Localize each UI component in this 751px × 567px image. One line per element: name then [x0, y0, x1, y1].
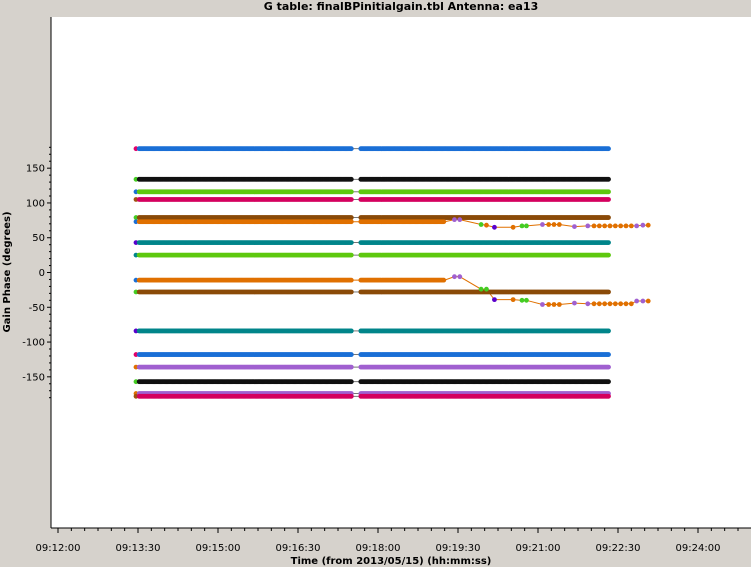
data-point	[606, 252, 611, 258]
data-point	[348, 240, 354, 245]
data-point	[606, 240, 611, 245]
data-point	[348, 189, 354, 195]
y-tick-label: -150	[22, 372, 45, 383]
x-tick-label: 09:22:30	[596, 543, 641, 554]
data-point	[606, 189, 611, 195]
data-point	[606, 352, 611, 357]
y-tick-label: 150	[26, 164, 45, 175]
x-tick-label: 09:21:00	[516, 543, 561, 554]
data-points	[133, 146, 651, 399]
data-point	[348, 176, 354, 182]
data-point	[348, 252, 354, 258]
data-point	[606, 328, 611, 334]
data-point	[348, 146, 354, 152]
data-point	[606, 146, 611, 152]
data-point	[606, 379, 611, 385]
y-tick-label: -50	[29, 303, 45, 314]
x-axis-label: Time (from 2013/05/15) (hh:mm:ss)	[291, 556, 492, 567]
plot-area	[51, 17, 751, 528]
y-tick-label: 100	[26, 198, 45, 209]
data-point	[606, 176, 611, 182]
x-tick-label: 09:19:30	[436, 543, 481, 554]
x-tick-label: 09:24:00	[676, 543, 721, 554]
chart-title: G table: finalBPinitialgain.tbl Antenna:…	[264, 0, 538, 13]
data-point	[348, 215, 354, 220]
x-tick-label: 09:18:00	[356, 543, 401, 554]
data-point	[606, 364, 611, 370]
data-point	[606, 215, 611, 220]
data-point	[348, 364, 354, 370]
data-point	[348, 289, 354, 295]
data-point	[606, 289, 611, 295]
x-tick-label: 09:13:30	[116, 543, 161, 554]
data-point	[348, 197, 354, 202]
data-point	[348, 352, 354, 357]
x-tick-label: 09:15:00	[196, 543, 241, 554]
y-tick-label: 0	[39, 268, 45, 279]
data-point	[348, 379, 354, 385]
x-tick-label: 09:12:00	[36, 543, 81, 554]
axis-ticks: 150 100 50 0 -50 -100 -150 09:12:00 09:13:30 09:1…	[22, 17, 751, 554]
data-point	[348, 328, 354, 334]
y-tick-label: 50	[32, 233, 45, 244]
y-axis-label: Gain Phase (degrees)	[2, 211, 13, 332]
x-tick-label: 09:16:30	[276, 543, 321, 554]
y-tick-label: -100	[22, 338, 45, 349]
data-point	[606, 197, 611, 202]
